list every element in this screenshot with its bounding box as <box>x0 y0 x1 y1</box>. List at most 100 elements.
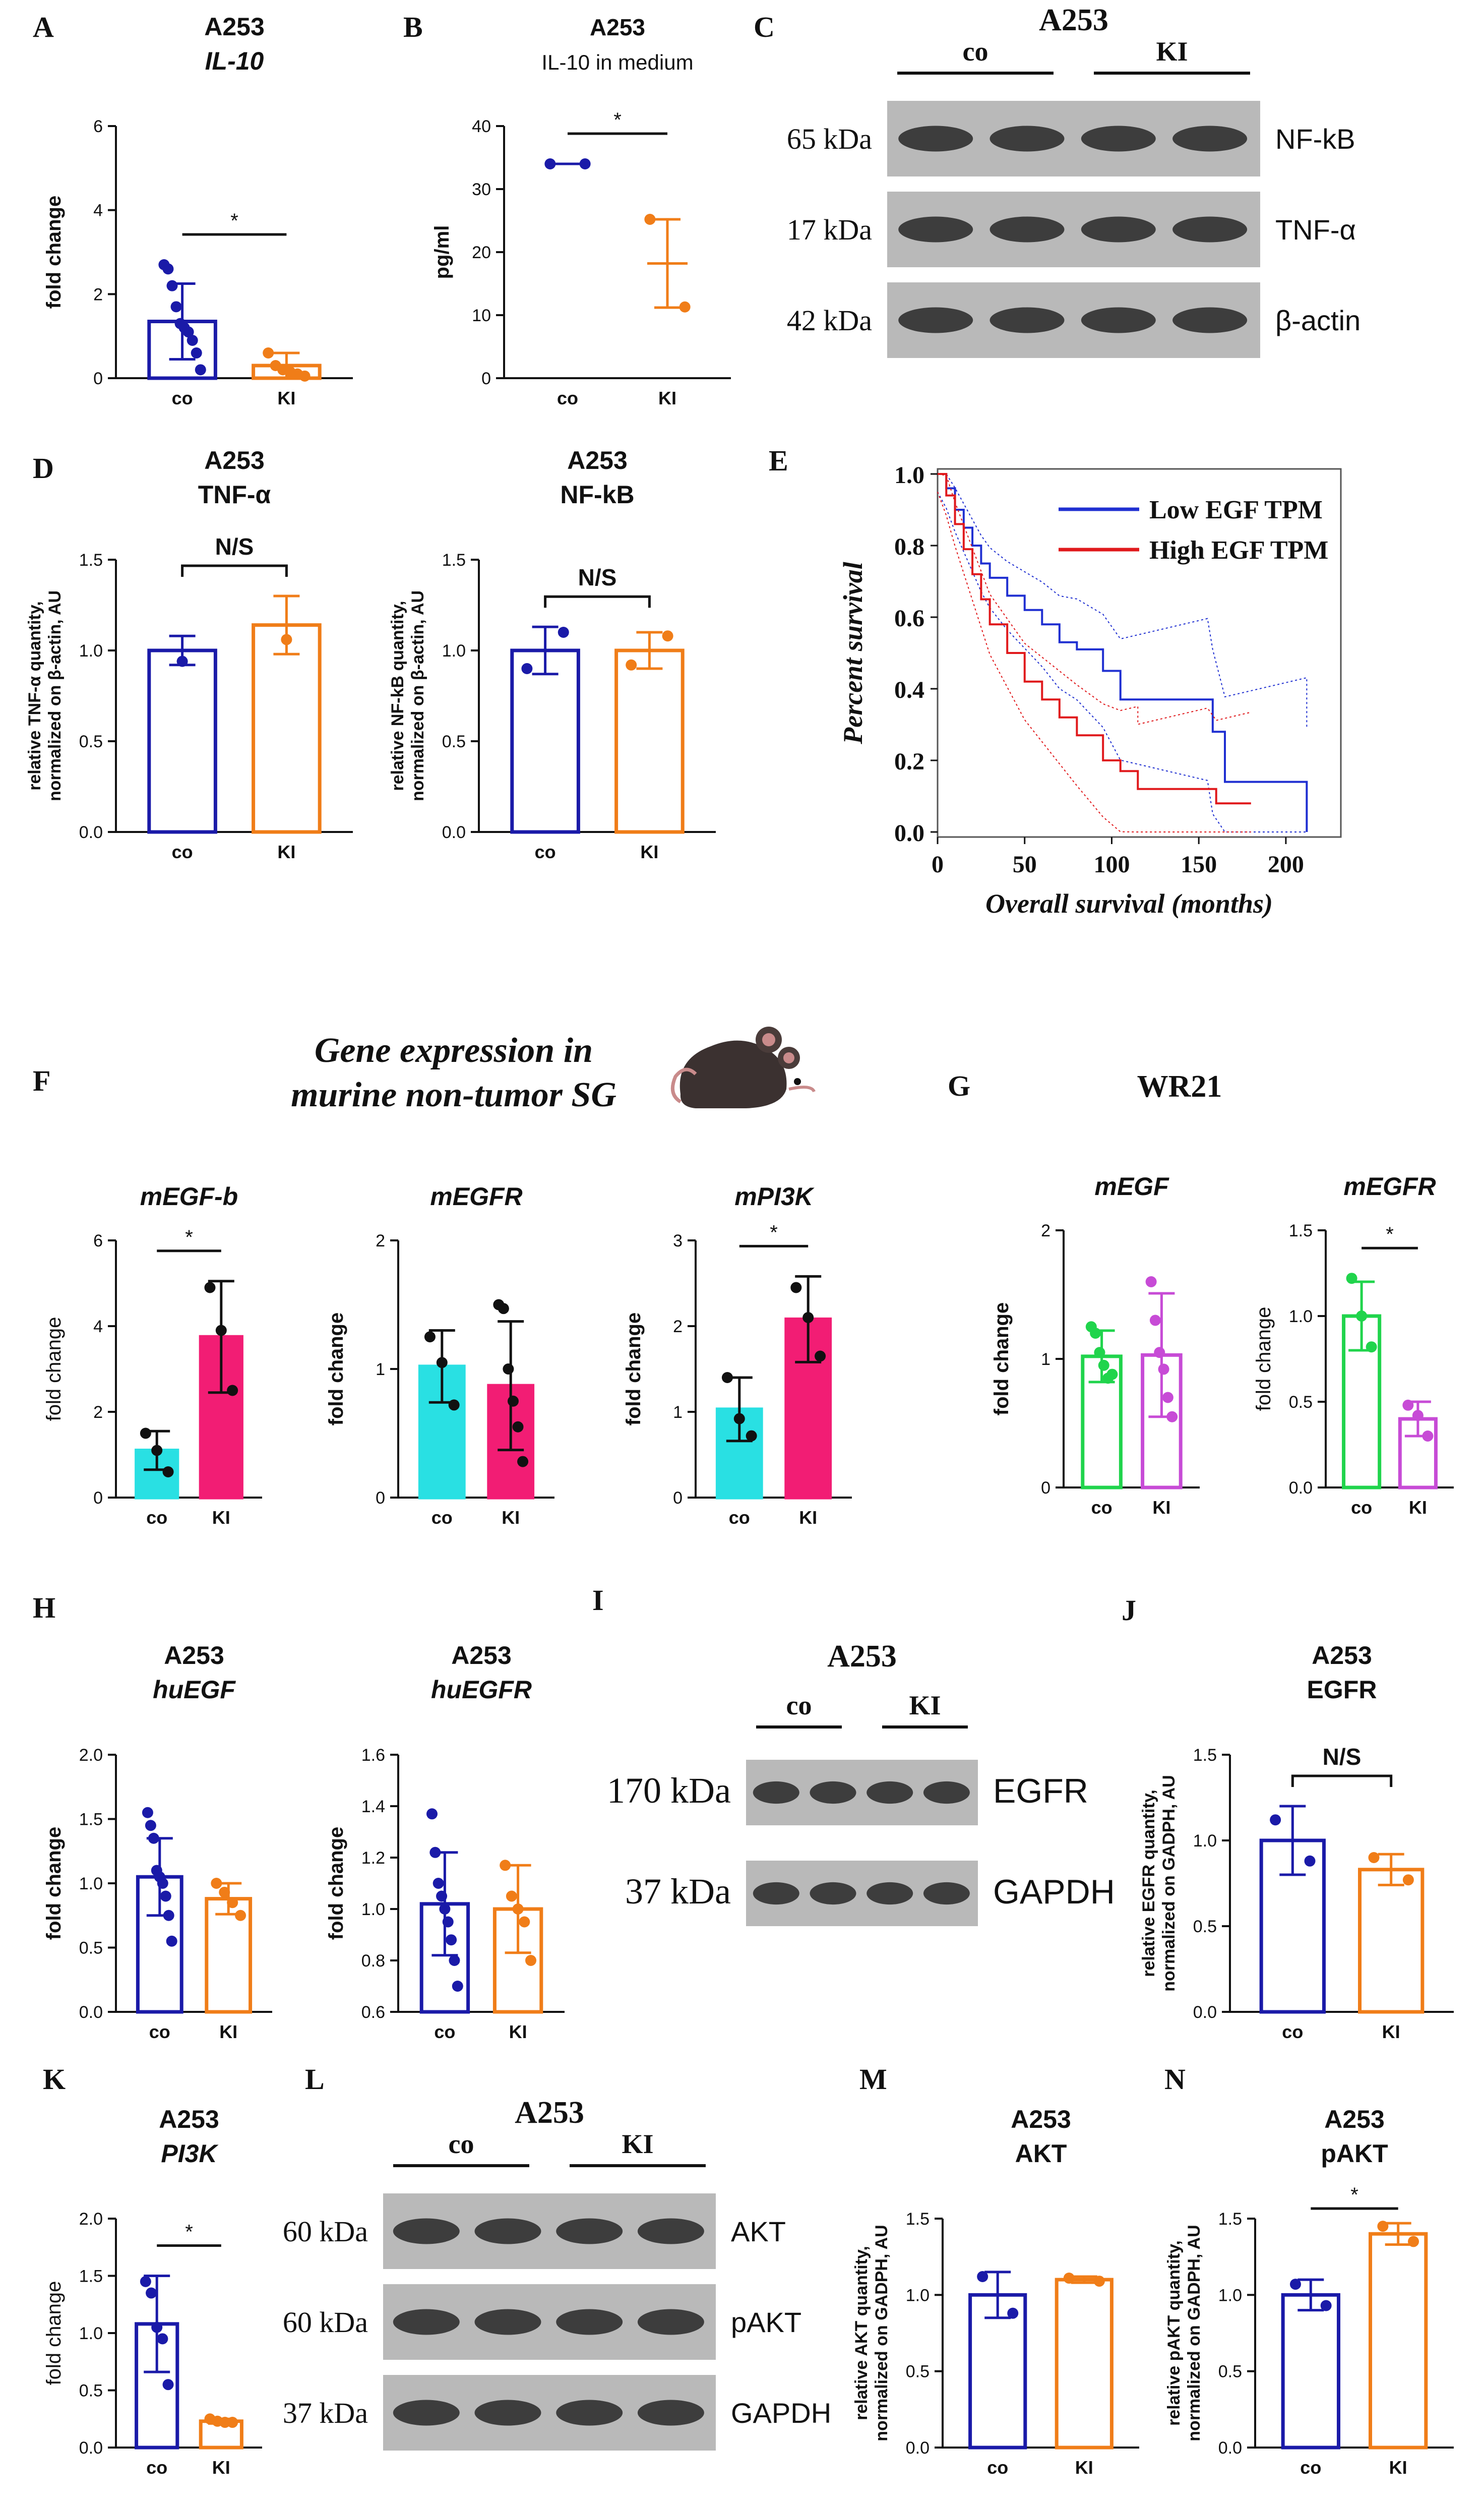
data-point <box>1007 2307 1019 2319</box>
x-tick-label: co <box>1282 2021 1303 2042</box>
y-axis-label: fold change <box>325 1313 347 1425</box>
bar-KI <box>1369 2232 1428 2450</box>
y-tick-label: 4 <box>93 1317 103 1336</box>
band <box>1172 307 1248 333</box>
chart-g1: mEGF 0 1 2 fold change co KI <box>991 1172 1200 1518</box>
significance-label: N/S <box>215 533 254 560</box>
chart-title: A253 <box>451 1641 512 1670</box>
data-point <box>146 2287 157 2299</box>
data-point <box>140 1427 151 1439</box>
y-tick-label: 1.5 <box>442 551 466 570</box>
y-tick-label: 2 <box>673 1317 683 1336</box>
data-point <box>1093 2276 1105 2287</box>
x-tick-label: KI <box>1152 1497 1170 1518</box>
y-axis-label: relative NF-kB quantity,normalized on β-… <box>388 590 427 801</box>
band <box>1081 307 1156 333</box>
data-point <box>299 370 311 382</box>
data-point <box>436 1357 448 1368</box>
band <box>923 1781 970 1804</box>
group-label: KI <box>622 2129 653 2159</box>
data-point <box>151 2321 163 2333</box>
data-point <box>977 2271 988 2283</box>
panel-label-c: C <box>754 11 775 43</box>
data-point <box>1368 1852 1380 1863</box>
band <box>753 1781 799 1804</box>
y-tick-label: 1.5 <box>906 2210 930 2229</box>
band <box>1172 126 1248 152</box>
y-tick-label: 0.4 <box>894 677 924 703</box>
kda-label: 170 kDa <box>607 1770 731 1811</box>
x-tick-label: co <box>172 842 193 862</box>
chart-g2: mEGFR 0.0 0.5 1.0 1.5 fold change co KI * <box>1253 1172 1454 1518</box>
band <box>474 2309 541 2335</box>
survival-curve-high <box>938 473 1251 805</box>
blot-title: A253 <box>515 2096 584 2130</box>
panel-label-m: M <box>859 2063 887 2096</box>
data-point <box>1158 1363 1169 1375</box>
chart-subtitle: IL-10 <box>205 47 264 75</box>
data-point <box>429 1846 441 1858</box>
kda-label: 37 kDa <box>625 1871 731 1912</box>
data-point <box>1356 1310 1368 1322</box>
band <box>474 2218 541 2244</box>
y-tick-label: 1.5 <box>79 1810 103 1829</box>
data-point <box>145 1820 156 1831</box>
data-point <box>733 1413 745 1424</box>
chart-title: A253 <box>204 13 265 41</box>
y-tick-label: 0.0 <box>1289 1478 1313 1498</box>
x-tick-label: co <box>535 842 556 862</box>
data-point <box>1063 2273 1075 2284</box>
band <box>637 2218 704 2244</box>
y-tick-label: 0 <box>376 1488 385 1508</box>
y-axis-label: relative AKT quantity,normalized on GADP… <box>852 2225 891 2441</box>
y-tick-label: 2 <box>376 1231 385 1250</box>
band <box>474 2400 541 2426</box>
y-tick-label: 0 <box>481 369 491 388</box>
kda-label: 37 kDa <box>283 2397 368 2429</box>
data-point <box>452 1981 463 1992</box>
group-label: co <box>449 2129 474 2159</box>
data-point <box>512 1421 524 1433</box>
y-tick-label: 1.0 <box>1289 1307 1313 1326</box>
data-point <box>449 1955 460 1966</box>
data-point <box>162 2379 174 2391</box>
y-tick-label: 1 <box>376 1360 385 1379</box>
y-tick-label: 0.5 <box>906 2362 930 2381</box>
chart-title: mEGFR <box>1343 1172 1436 1201</box>
data-point <box>1166 1411 1178 1422</box>
kda-label: 60 kDa <box>283 2306 368 2339</box>
significance-label: * <box>185 2221 193 2243</box>
data-point <box>204 1282 216 1293</box>
x-tick-label: co <box>557 388 578 408</box>
x-tick-label: KI <box>502 1507 520 1528</box>
significance-label: * <box>613 109 622 131</box>
chart-subtitle: TNF-α <box>198 481 271 509</box>
plot-frame <box>937 468 1342 838</box>
y-tick-label: 1 <box>673 1403 683 1422</box>
x-tick-label: KI <box>1409 1497 1427 1518</box>
data-point <box>1366 1341 1377 1353</box>
protein-label: pAKT <box>731 2306 801 2338</box>
chart-k: A253 PI3K 0.0 0.5 1.0 1.5 2.0 fold change co KI * <box>43 2105 262 2478</box>
data-point <box>148 1832 159 1844</box>
y-tick-label: 1.0 <box>1218 2286 1242 2305</box>
data-point <box>790 1282 802 1293</box>
band <box>637 2400 704 2426</box>
data-point <box>1320 2300 1332 2311</box>
data-point <box>426 1808 438 1820</box>
panel-label-a: A <box>33 11 54 43</box>
bar-co <box>510 648 580 834</box>
y-tick-label: 0.5 <box>1218 2362 1242 2381</box>
panel-label-e: E <box>769 444 788 477</box>
x-tick-label: 150 <box>1181 851 1217 878</box>
y-axis-label: fold change <box>623 1313 645 1425</box>
data-point <box>142 1807 153 1818</box>
band <box>810 1882 856 1905</box>
section-f-title-line2: murine non-tumor SG <box>291 1076 616 1114</box>
y-tick-label: 3 <box>673 1231 683 1250</box>
data-point <box>157 1878 168 1889</box>
x-tick-label: KI <box>640 842 658 862</box>
y-tick-label: 1.0 <box>894 462 924 489</box>
data-point <box>512 1903 524 1915</box>
chart-subtitle: pAKT <box>1321 2139 1388 2168</box>
